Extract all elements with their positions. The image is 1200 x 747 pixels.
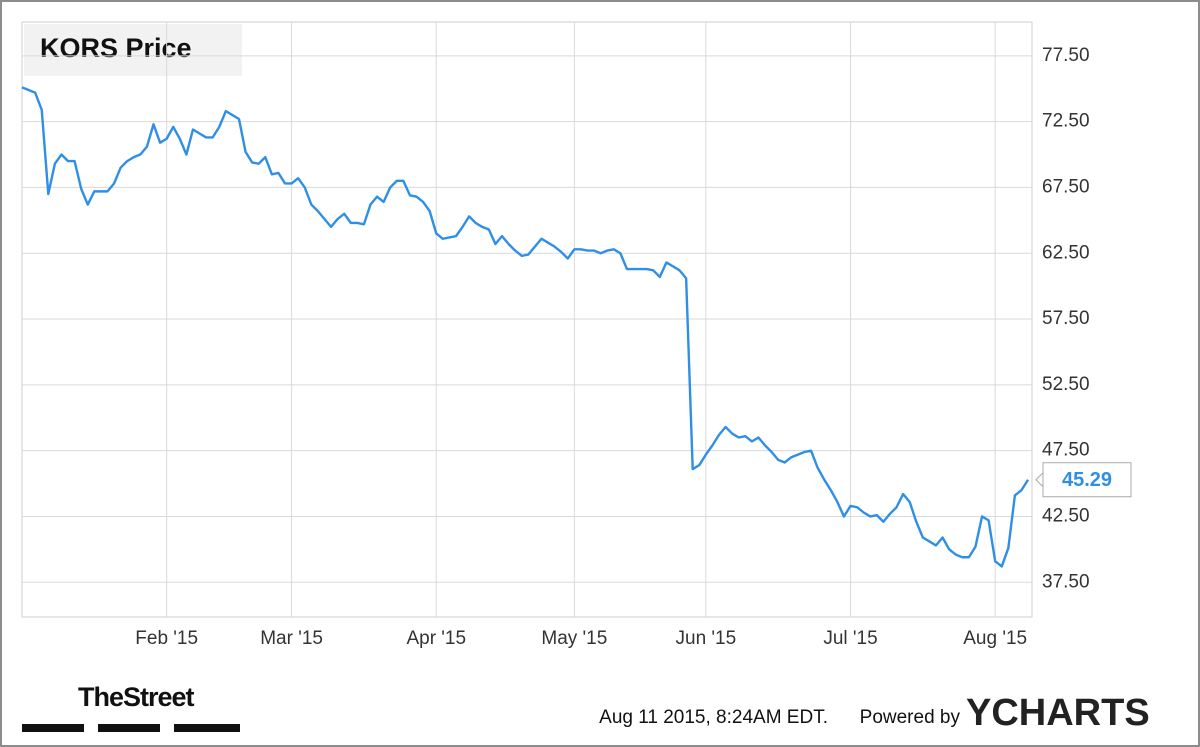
logo-bar xyxy=(98,724,160,732)
y-tick-label: 47.50 xyxy=(1042,440,1090,461)
timestamp: Aug 11 2015, 8:24AM EDT. xyxy=(599,707,828,728)
y-tick-label: 52.50 xyxy=(1042,374,1090,395)
y-tick-label: 57.50 xyxy=(1042,308,1090,329)
x-tick-label: Jul '15 xyxy=(823,628,877,649)
y-tick-label: 72.50 xyxy=(1042,111,1090,132)
logo-bar xyxy=(22,724,84,732)
last-value-label: 45.29 xyxy=(1062,469,1112,491)
price-line xyxy=(21,86,1030,568)
x-tick-label: Apr '15 xyxy=(406,628,466,649)
x-tick-label: Aug '15 xyxy=(963,628,1027,649)
y-tick-label: 67.50 xyxy=(1042,176,1090,197)
powered-by: Powered by xyxy=(860,707,961,728)
title-box xyxy=(24,24,242,76)
y-tick-label: 37.50 xyxy=(1042,571,1090,592)
y-tick-label: 77.50 xyxy=(1042,45,1090,66)
chart-title: KORS Price xyxy=(40,33,192,63)
x-tick-label: May '15 xyxy=(541,628,607,649)
y-tick-label: 42.50 xyxy=(1042,505,1090,526)
logo-bar xyxy=(174,724,240,732)
x-tick-label: Feb '15 xyxy=(135,628,198,649)
y-tick-label: 62.50 xyxy=(1042,242,1090,263)
x-tick-label: Mar '15 xyxy=(260,628,323,649)
logo: TheStreet xyxy=(78,682,195,712)
brand: YCHARTS xyxy=(966,692,1150,734)
last-value-box xyxy=(1042,462,1132,498)
x-tick-label: Jun '15 xyxy=(676,628,737,649)
